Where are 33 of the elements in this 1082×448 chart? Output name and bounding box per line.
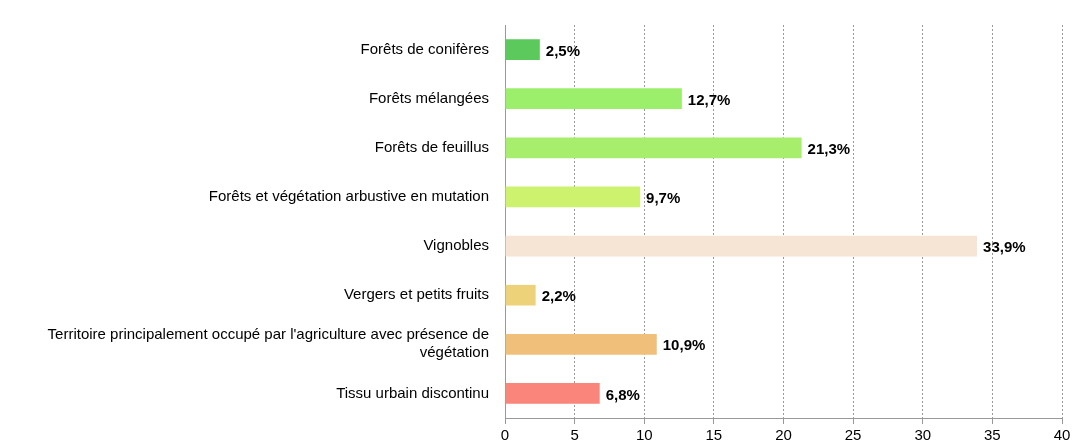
data-label: 12,7% [687, 90, 731, 108]
x-tick-label: 30 [914, 426, 932, 444]
y-tick-label: Forêts de conifères [360, 39, 489, 57]
data-label: 6,8% [605, 385, 640, 403]
bar [505, 284, 536, 306]
x-tick-label: 5 [570, 426, 579, 444]
x-tick-label: 25 [844, 426, 862, 444]
y-tick-label: Forêts mélangées [368, 88, 489, 106]
x-tick-label: 35 [984, 426, 1001, 444]
y-tick-label: Vignobles [423, 236, 489, 254]
x-tick-label: 10 [635, 426, 653, 444]
data-label: 21,3% [807, 139, 851, 157]
bar [505, 137, 802, 159]
y-tick-label: Tissu urbain discontinu [336, 383, 489, 401]
bar [505, 334, 657, 355]
bar [505, 39, 540, 60]
x-tick-label: 20 [775, 426, 792, 444]
bar [505, 235, 978, 257]
y-tick-label: Vergers et petits fruits [343, 285, 489, 303]
x-tick-label: 0 [500, 426, 510, 444]
data-label: 33,9% [983, 238, 1026, 256]
data-label: 9,7% [646, 189, 681, 207]
data-label: 2,2% [541, 287, 576, 305]
bar [505, 186, 641, 208]
data-label: 2,5% [545, 41, 581, 59]
y-tick-label: Territoire principalement occupé par l'agriculture avec présence de végétation [47, 325, 489, 361]
x-tick-label: 15 [705, 426, 723, 444]
x-tick-label: 40 [1053, 426, 1071, 444]
bar [505, 383, 600, 404]
bar [505, 88, 682, 109]
y-tick-label: Forêts de feuillus [374, 137, 489, 155]
data-label: 10,9% [662, 336, 706, 354]
y-tick-label: Forêts et végétation arbustive en mutation [208, 187, 489, 205]
